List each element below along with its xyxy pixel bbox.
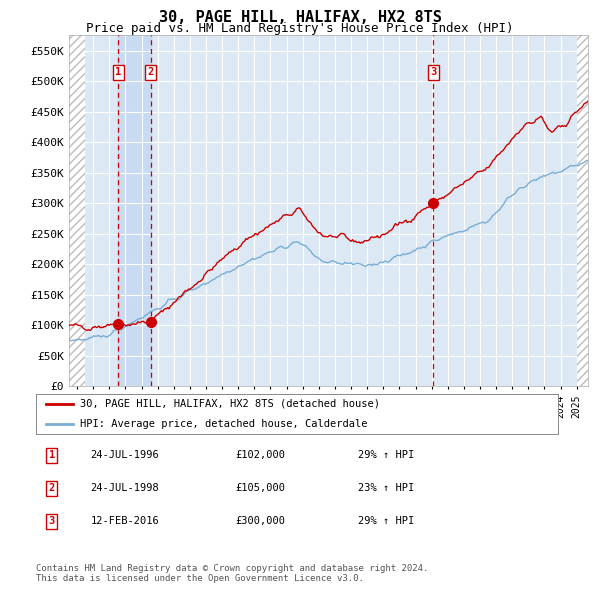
Text: 2: 2	[49, 483, 55, 493]
Text: HPI: Average price, detached house, Calderdale: HPI: Average price, detached house, Cald…	[80, 419, 368, 428]
Text: 29% ↑ HPI: 29% ↑ HPI	[358, 450, 414, 460]
Text: £102,000: £102,000	[235, 450, 286, 460]
Bar	[69, 35, 85, 386]
Text: 2: 2	[148, 67, 154, 77]
Text: £105,000: £105,000	[235, 483, 286, 493]
Text: 12-FEB-2016: 12-FEB-2016	[91, 516, 159, 526]
Text: Contains HM Land Registry data © Crown copyright and database right 2024.
This d: Contains HM Land Registry data © Crown c…	[36, 563, 428, 583]
Text: 24-JUL-1996: 24-JUL-1996	[91, 450, 159, 460]
Text: 3: 3	[49, 516, 55, 526]
Text: 1: 1	[49, 450, 55, 460]
Bar	[118, 35, 151, 386]
Text: 30, PAGE HILL, HALIFAX, HX2 8TS: 30, PAGE HILL, HALIFAX, HX2 8TS	[158, 10, 442, 25]
Bar	[577, 35, 588, 386]
Text: Price paid vs. HM Land Registry's House Price Index (HPI): Price paid vs. HM Land Registry's House …	[86, 22, 514, 35]
Text: 3: 3	[430, 67, 437, 77]
Text: £300,000: £300,000	[235, 516, 286, 526]
Text: 29% ↑ HPI: 29% ↑ HPI	[358, 516, 414, 526]
Text: 30, PAGE HILL, HALIFAX, HX2 8TS (detached house): 30, PAGE HILL, HALIFAX, HX2 8TS (detache…	[80, 399, 380, 408]
Text: 23% ↑ HPI: 23% ↑ HPI	[358, 483, 414, 493]
Text: 1: 1	[115, 67, 121, 77]
Text: 24-JUL-1998: 24-JUL-1998	[91, 483, 159, 493]
